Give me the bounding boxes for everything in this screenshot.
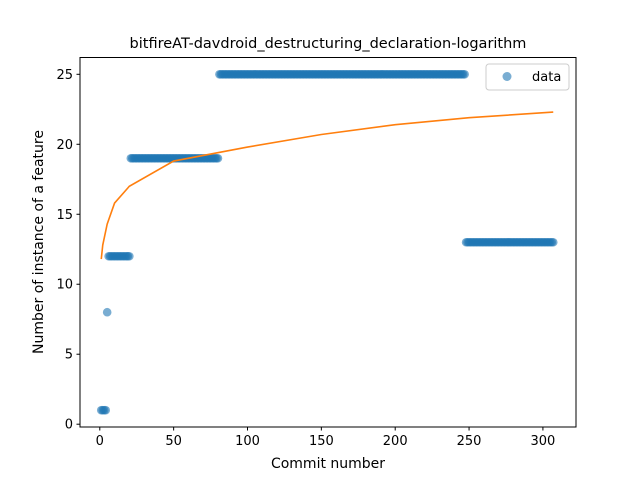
y-axis: 0 5 10 15 20 25	[56, 68, 80, 433]
plot-frame	[79, 57, 577, 428]
y-tick-label: 0	[65, 418, 73, 433]
fit-line	[100, 111, 554, 260]
data-point	[213, 153, 223, 163]
data-point	[125, 251, 134, 261]
legend-box	[485, 63, 570, 91]
y-tick-label: 10	[56, 278, 73, 293]
x-tick-label: 0	[96, 434, 104, 449]
plot-area	[96, 70, 558, 415]
x-axis-title: Commit number	[271, 456, 385, 472]
data-point	[102, 307, 112, 317]
y-tick-label: 15	[56, 208, 73, 223]
x-tick-label: 50	[165, 434, 182, 449]
x-tick-label: 250	[457, 434, 482, 449]
y-axis-title: Number of instance of a feature	[31, 130, 47, 354]
x-axis: 0 50 100 150 200 250 300	[96, 427, 555, 449]
legend: data	[485, 63, 570, 91]
y-tick-label: 20	[56, 138, 73, 153]
y-tick-label: 25	[56, 68, 73, 83]
data-point	[548, 237, 558, 247]
x-tick-label: 150	[309, 434, 334, 449]
data-point	[460, 70, 469, 79]
data-point	[101, 405, 110, 415]
y-tick-label: 5	[65, 348, 73, 363]
legend-label-data: data	[532, 70, 561, 85]
chart-title: bitfireAT-davdroid_destructuring_declara…	[130, 36, 527, 52]
x-tick-label: 100	[235, 434, 260, 449]
x-tick-label: 300	[530, 434, 555, 449]
legend-marker-data	[502, 72, 512, 81]
x-tick-label: 200	[383, 434, 408, 449]
